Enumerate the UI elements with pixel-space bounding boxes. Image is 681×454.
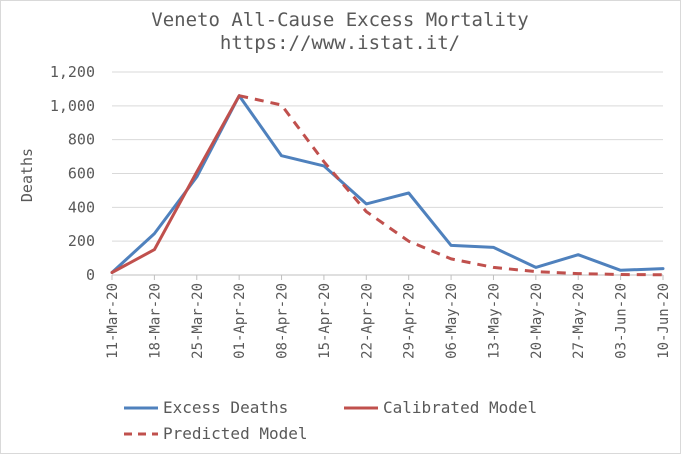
series-line-predicted-model xyxy=(238,94,664,277)
x-tick-label: 03-Jun-20 xyxy=(614,283,630,359)
series-lines xyxy=(110,94,665,277)
x-tick-label: 29-Apr-20 xyxy=(402,283,418,359)
x-tick-label: 10-Jun-20 xyxy=(656,283,672,359)
series-line-excess-deaths xyxy=(110,94,665,274)
x-tick-label: 20-May-20 xyxy=(529,283,545,359)
legend: Excess Deaths Calibrated Model Predicted… xyxy=(124,398,537,443)
x-tick-label: 08-Apr-20 xyxy=(275,283,291,359)
x-tick-label: 15-Apr-20 xyxy=(317,283,333,359)
y-tick-label: 600 xyxy=(68,165,95,183)
x-tick-label: 22-Apr-20 xyxy=(359,283,375,359)
chart-title: Veneto All-Cause Excess Mortality xyxy=(151,9,529,31)
y-tick-label: 1,200 xyxy=(50,63,95,81)
legend-label-calibrated-model: Calibrated Model xyxy=(383,398,537,417)
y-tick-label: 400 xyxy=(68,198,95,216)
x-tick-label: 27-May-20 xyxy=(571,283,587,359)
series-line-calibrated-model xyxy=(110,94,241,274)
y-tick-label: 200 xyxy=(68,232,95,250)
legend-label-predicted-model: Predicted Model xyxy=(163,424,308,443)
x-tick-label: 18-Mar-20 xyxy=(147,283,163,359)
y-tick-label: 0 xyxy=(86,266,95,284)
x-tick-label: 25-Mar-20 xyxy=(190,283,206,359)
y-axis-ticks: 0 200 400 600 800 1,000 1,200 xyxy=(50,63,95,284)
y-tick-label: 800 xyxy=(68,131,95,149)
chart-subtitle: https://www.istat.it/ xyxy=(220,32,460,54)
x-axis-ticks: 11-Mar-20 18-Mar-20 25-Mar-20 01-Apr-20 08-A… xyxy=(105,275,672,359)
x-tick-label: 11-Mar-20 xyxy=(105,283,121,359)
y-axis-label: Deaths xyxy=(18,148,36,202)
y-tick-label: 1,000 xyxy=(50,97,95,115)
x-tick-label: 01-Apr-20 xyxy=(232,283,248,359)
x-tick-label: 06-May-20 xyxy=(444,283,460,359)
gridlines xyxy=(112,71,663,276)
x-tick-label: 13-May-20 xyxy=(486,283,502,359)
legend-label-excess-deaths: Excess Deaths xyxy=(163,398,288,417)
